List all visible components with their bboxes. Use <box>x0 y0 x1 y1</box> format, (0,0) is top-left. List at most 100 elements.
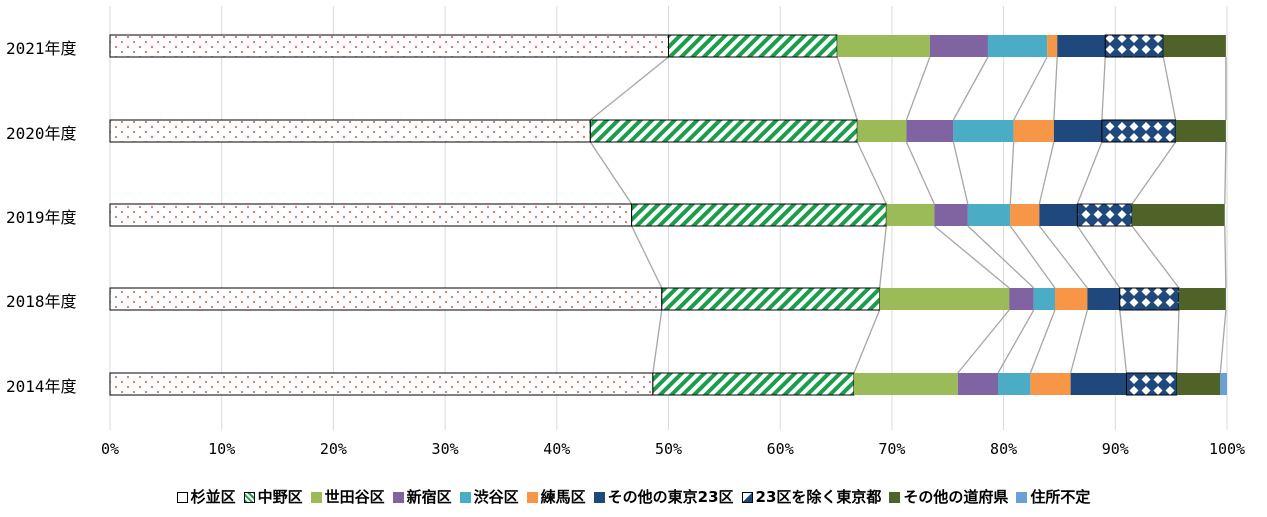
bar-segment <box>967 204 1011 226</box>
series-line <box>836 56 858 121</box>
bar-segment <box>109 203 633 227</box>
series-line <box>631 225 663 289</box>
legend-swatch <box>459 492 471 503</box>
bar-segment <box>934 204 968 226</box>
legend-label: 23区を除く東京都 <box>755 488 882 506</box>
series-line <box>1219 309 1227 374</box>
legend-item: 練馬区 <box>526 486 586 507</box>
bar-segment <box>1176 373 1221 395</box>
legend-label: その他の東京23区 <box>607 488 734 506</box>
bar-segment <box>652 372 855 396</box>
series-line <box>1076 225 1121 289</box>
legend-item: その他の道府県 <box>889 486 1008 507</box>
series-line <box>1131 141 1177 205</box>
series-line <box>1069 309 1089 374</box>
bar-segment <box>1010 204 1040 226</box>
bar-segment <box>1057 35 1106 57</box>
series-line <box>1224 141 1227 205</box>
legend-swatch <box>526 492 538 503</box>
legend-swatch <box>741 492 753 503</box>
legend-label: 渋谷区 <box>473 488 519 506</box>
series-line <box>952 56 989 121</box>
category-label: 2019年度 <box>6 208 77 227</box>
series-line <box>652 309 663 374</box>
series-line <box>1009 225 1056 289</box>
legend-swatch <box>889 492 901 503</box>
series-line <box>1038 225 1088 289</box>
series-line <box>1162 56 1177 121</box>
bar-segment <box>1039 204 1078 226</box>
bar-segment <box>1220 373 1227 395</box>
series-line <box>905 141 935 205</box>
legend-label: その他の道府県 <box>903 488 1009 506</box>
category-label: 2014年度 <box>6 377 77 396</box>
series-line <box>997 309 1035 374</box>
tick-label: 70% <box>878 440 906 458</box>
legend-item: 渋谷区 <box>459 486 519 507</box>
legend-swatch <box>1016 492 1028 503</box>
bar-segment <box>109 287 663 311</box>
legend-label: 住所不定 <box>1030 488 1091 506</box>
bar-segment <box>1053 120 1102 142</box>
bar-segment <box>661 287 881 311</box>
series-line <box>1076 141 1103 205</box>
series-line <box>1101 56 1106 121</box>
bar-segment <box>1070 373 1127 395</box>
bar-segment <box>109 119 591 143</box>
chart-legend: 杉並区 中野区 世田谷区 新宿区 渋谷区 練馬区 その他の東京23区 23区を除く東京都 その他… <box>0 486 1267 507</box>
series-line <box>905 56 931 121</box>
bar-segment <box>957 373 999 395</box>
tick-label: 0% <box>100 440 120 458</box>
legend-swatch <box>310 492 322 503</box>
legend-label: 杉並区 <box>190 488 236 506</box>
bar-segment <box>109 372 654 396</box>
series-line <box>957 309 1010 374</box>
tick-label: 50% <box>654 440 683 458</box>
legend-label: 世田谷区 <box>324 488 385 506</box>
series-line <box>1038 141 1055 205</box>
series-line <box>589 56 669 121</box>
bar-segment <box>1132 204 1225 226</box>
bar-segment <box>1104 34 1164 58</box>
bar-segment <box>1054 288 1088 310</box>
legend-item: 杉並区 <box>176 486 236 507</box>
legend-item: 23区を除く東京都 <box>741 486 882 507</box>
series-line <box>1029 309 1056 374</box>
legend-label: 中野区 <box>257 488 303 506</box>
legend-label: 練馬区 <box>540 488 586 506</box>
tick-label: 100% <box>1208 440 1246 458</box>
bar-segment <box>631 203 887 227</box>
legend-item: 住所不定 <box>1016 486 1090 507</box>
bar-segment <box>1163 35 1226 57</box>
legend-item: 新宿区 <box>392 486 452 507</box>
bar-segment <box>1087 288 1120 310</box>
bar-segment <box>998 373 1031 395</box>
bar-segment <box>1101 119 1177 143</box>
bar-segment <box>879 288 1010 310</box>
legend-label: 新宿区 <box>406 488 452 506</box>
series-line <box>856 141 887 205</box>
series-line <box>1013 56 1048 121</box>
category-label: 2020年度 <box>6 124 77 143</box>
legend-item: その他の東京23区 <box>593 486 734 507</box>
series-line <box>952 141 969 205</box>
bar-segment <box>1033 288 1055 310</box>
bar-segment <box>929 35 988 57</box>
bar-segment <box>1013 120 1054 142</box>
bar-segment <box>886 204 935 226</box>
bar-segment <box>857 120 907 142</box>
bar-segment <box>953 120 1014 142</box>
bar-segment <box>1178 288 1226 310</box>
legend-swatch <box>392 492 404 503</box>
tick-label: 80% <box>990 440 1018 458</box>
category-label: 2018年度 <box>6 292 77 311</box>
bar-segment <box>1076 203 1133 227</box>
bar-segment <box>987 35 1048 57</box>
series-line <box>1224 225 1227 289</box>
series-line <box>589 141 633 205</box>
series-line <box>853 309 881 374</box>
tick-label: 20% <box>319 440 347 458</box>
bar-segment <box>853 373 958 395</box>
legend-swatch <box>593 492 605 503</box>
